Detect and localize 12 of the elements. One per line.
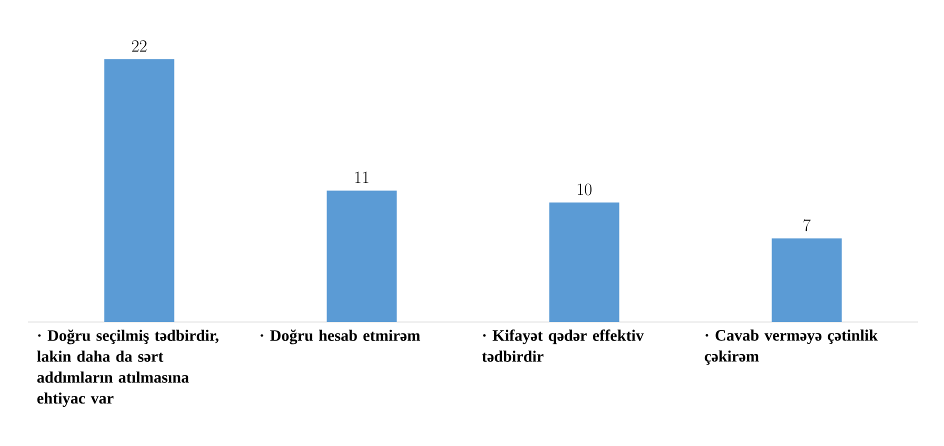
x-tick-label: · Kifayət qədər effektiv tədbirdir	[482, 330, 644, 362]
data-label: 11	[355, 172, 368, 184]
data-label: 22	[132, 40, 146, 52]
bar	[104, 59, 174, 322]
bar	[772, 238, 842, 322]
x-tick-label: · Doğru hesab etmirəm	[260, 330, 420, 344]
x-tick-label: · Cavab verməyə çətinlik çəkirəm	[704, 330, 878, 365]
x-tick-label: · Doğru seçilmiş tədbirdir, lakin daha da sərt addımların atılmasına ehtiyac var	[37, 330, 218, 407]
bar	[549, 202, 620, 322]
bar	[326, 190, 397, 322]
data-label: 10	[578, 184, 592, 196]
data-label: 7	[804, 219, 811, 232]
